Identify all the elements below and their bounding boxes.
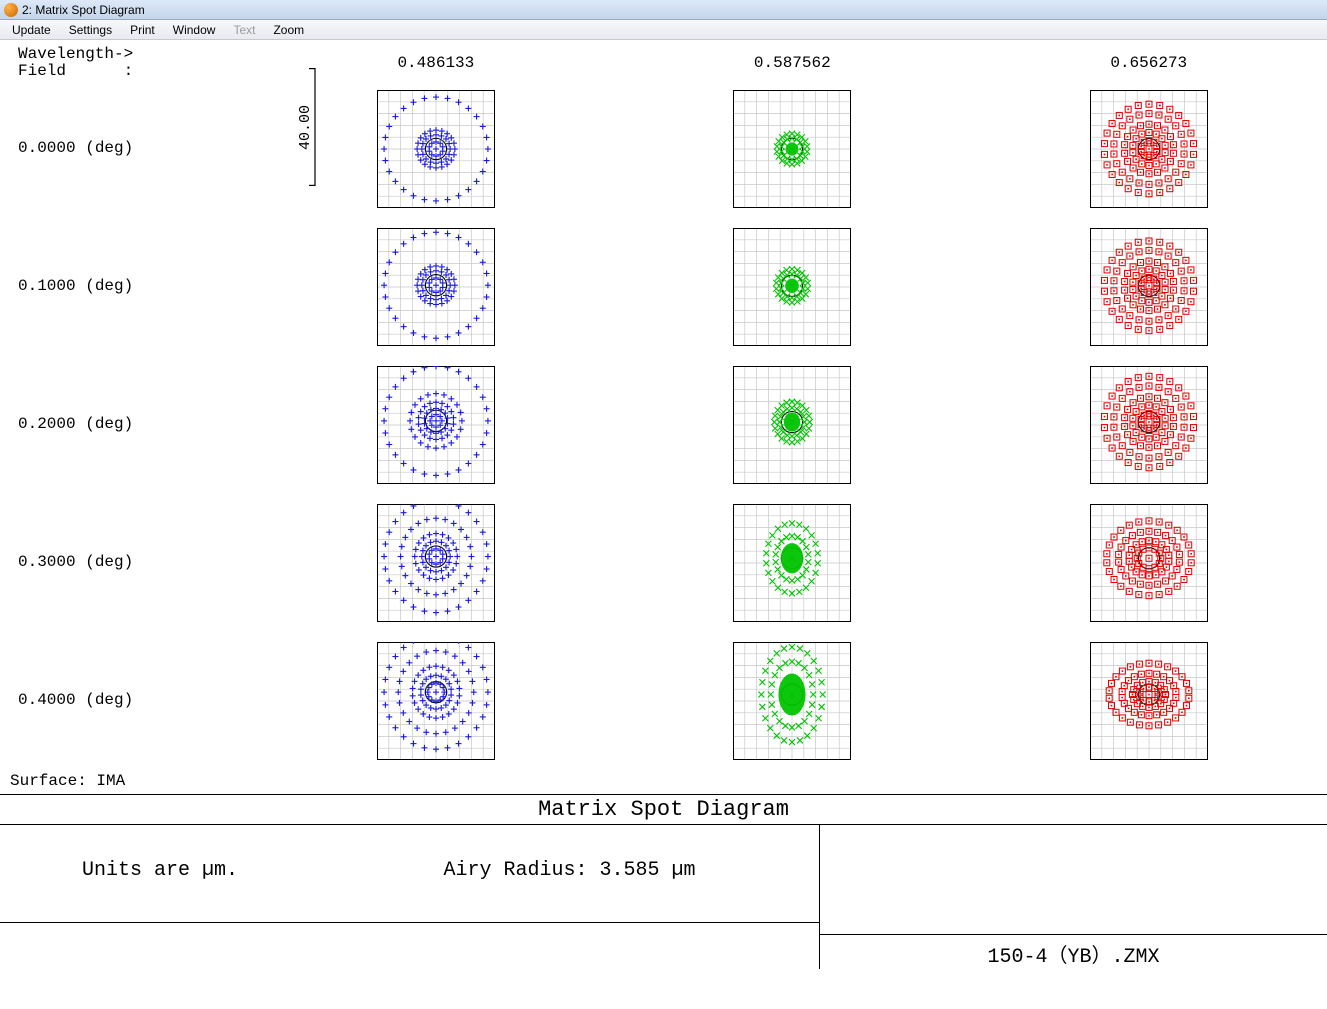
spot-cell — [258, 632, 614, 770]
field-row: 0.3000 (deg) — [0, 494, 1327, 632]
window-titlebar: 2: Matrix Spot Diagram — [0, 0, 1327, 20]
field-label: 0.3000 (deg) — [0, 554, 258, 571]
spot-cell — [614, 494, 970, 632]
app-icon — [4, 3, 18, 17]
menubar: Update Settings Print Window Text Zoom — [0, 20, 1327, 40]
scale-label: 40.00 — [297, 104, 314, 149]
spot-cell — [258, 218, 614, 356]
footer-title: Matrix Spot Diagram — [0, 795, 1327, 825]
spot-cell — [614, 356, 970, 494]
footer-file: 150-4（YB）.ZMX — [820, 935, 1327, 969]
menu-zoom[interactable]: Zoom — [265, 22, 312, 38]
spot-cell — [971, 218, 1327, 356]
menu-settings[interactable]: Settings — [61, 22, 120, 38]
spot-cell — [971, 80, 1327, 218]
field-row: 0.1000 (deg) — [0, 218, 1327, 356]
field-row: 0.4000 (deg) — [0, 632, 1327, 770]
spot-cell — [614, 80, 970, 218]
footer-airy: Airy Radius: 3.585 µm — [320, 859, 819, 882]
field-row: 0.0000 (deg) — [0, 80, 1327, 218]
menu-update[interactable]: Update — [4, 22, 59, 38]
wavelength-col-2: 0.656273 — [971, 54, 1327, 72]
field-label: 0.0000 (deg) — [0, 140, 258, 157]
wavelength-col-1: 0.587562 — [614, 54, 970, 72]
spot-cell — [971, 632, 1327, 770]
footer-units: Units are µm. — [0, 859, 320, 882]
plot-area: 40.00 Wavelength-> Field : 0.486133 0.58… — [0, 40, 1327, 794]
spot-cell — [614, 632, 970, 770]
spot-cell — [258, 494, 614, 632]
footer: Matrix Spot Diagram Units are µm. Airy R… — [0, 794, 1327, 969]
surface-line: Surface: IMA — [0, 770, 1327, 794]
menu-print[interactable]: Print — [122, 22, 163, 38]
field-label: 0.1000 (deg) — [0, 278, 258, 295]
spot-cell — [971, 356, 1327, 494]
field-label: 0.4000 (deg) — [0, 692, 258, 709]
header-label: Wavelength-> Field : — [0, 46, 258, 80]
header-row: Wavelength-> Field : 0.486133 0.587562 0… — [0, 40, 1327, 80]
field-row: 0.2000 (deg) — [0, 356, 1327, 494]
field-label: 0.2000 (deg) — [0, 416, 258, 433]
spot-cell — [258, 356, 614, 494]
spot-cell — [614, 218, 970, 356]
spot-cell — [971, 494, 1327, 632]
menu-text: Text — [225, 22, 263, 38]
menu-window[interactable]: Window — [165, 22, 224, 38]
window-title: 2: Matrix Spot Diagram — [22, 3, 145, 17]
scale-bar: 40.00 — [293, 68, 317, 186]
footer-right-empty — [820, 825, 1327, 935]
